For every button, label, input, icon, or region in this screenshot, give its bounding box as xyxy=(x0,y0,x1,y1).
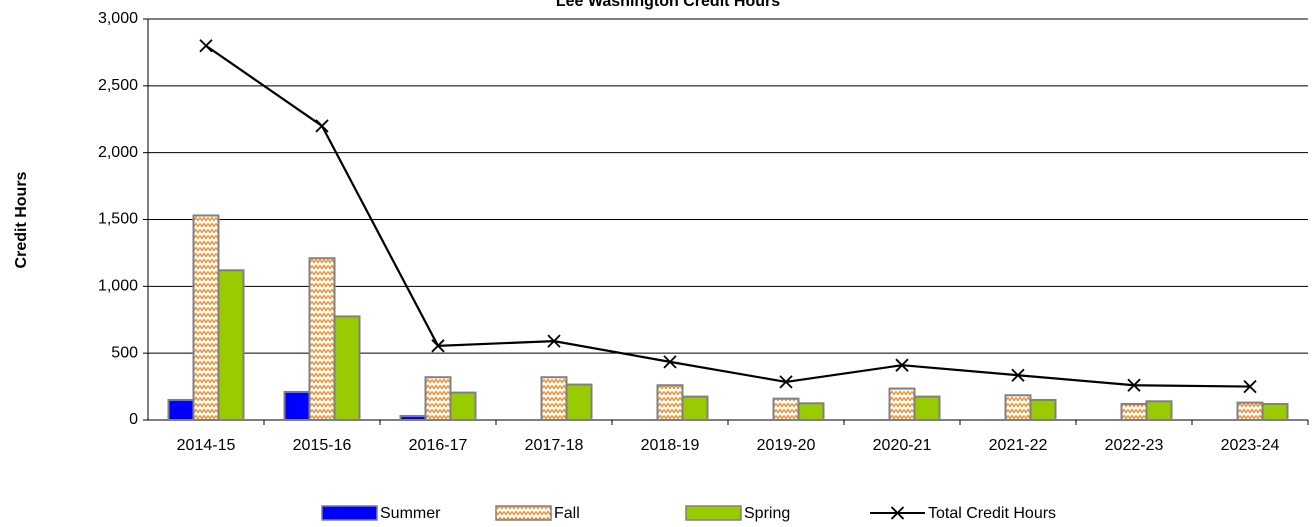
marker xyxy=(315,119,329,133)
marker xyxy=(1011,368,1025,382)
marker xyxy=(895,358,909,372)
bar xyxy=(565,383,593,422)
y-tick-label: 1,000 xyxy=(98,278,138,295)
x-tick-label: 2018-19 xyxy=(641,437,700,454)
x-tick-label: 2016-17 xyxy=(409,437,468,454)
bar xyxy=(167,398,195,422)
x-tick-label: 2021-22 xyxy=(989,437,1048,454)
marker xyxy=(1243,379,1257,394)
legend-label: Spring xyxy=(744,505,790,522)
marker xyxy=(547,334,561,348)
y-tick-label: 0 xyxy=(129,411,138,428)
y-tick-label: 2,500 xyxy=(98,77,138,94)
bar xyxy=(1120,402,1148,421)
line xyxy=(205,44,1251,388)
bar xyxy=(308,257,336,421)
bar xyxy=(656,384,684,422)
bar xyxy=(217,269,245,421)
bar xyxy=(797,402,825,421)
legend-label: Total Credit Hours xyxy=(928,505,1056,522)
bar xyxy=(1236,401,1264,421)
marker xyxy=(199,39,213,53)
bar xyxy=(888,387,916,422)
bar xyxy=(1004,394,1032,421)
legend-marker xyxy=(890,506,905,520)
x-tick-label: 2017-18 xyxy=(525,437,584,454)
marker xyxy=(779,375,793,389)
x-tick-label: 2015-16 xyxy=(293,437,352,454)
x-tick-label: 2022-23 xyxy=(1105,437,1164,454)
legend-swatch xyxy=(495,505,552,521)
marker xyxy=(431,339,445,353)
y-tick-label: 2,000 xyxy=(98,144,138,161)
x-tick-label: 2023-24 xyxy=(1221,437,1280,454)
bar xyxy=(1029,398,1057,422)
legend-swatch xyxy=(321,505,378,521)
y-tick-label: 500 xyxy=(111,344,138,361)
bar xyxy=(192,214,220,421)
legend-label: Fall xyxy=(554,505,580,522)
marker xyxy=(663,355,677,369)
x-tick-label: 2020-21 xyxy=(873,437,932,454)
bar xyxy=(540,376,568,421)
legend-label: Summer xyxy=(380,505,441,522)
bar xyxy=(424,376,452,421)
chart-title: Lee Washington Credit Hours xyxy=(556,0,780,10)
y-axis-label: Credit Hours xyxy=(13,171,30,268)
bar xyxy=(1261,402,1289,421)
bar xyxy=(772,397,800,422)
bar xyxy=(1145,400,1173,421)
y-tick-label: 3,000 xyxy=(98,10,138,27)
marker xyxy=(1127,378,1141,392)
bar xyxy=(681,395,709,422)
x-tick-label: 2019-20 xyxy=(757,437,816,454)
bar xyxy=(333,315,361,421)
y-tick-label: 1,500 xyxy=(98,211,138,228)
bar xyxy=(449,391,477,421)
legend-swatch xyxy=(685,505,742,521)
x-tick-label: 2014-15 xyxy=(177,437,236,454)
bar xyxy=(283,390,311,421)
bar xyxy=(913,395,941,422)
bar xyxy=(399,414,427,421)
